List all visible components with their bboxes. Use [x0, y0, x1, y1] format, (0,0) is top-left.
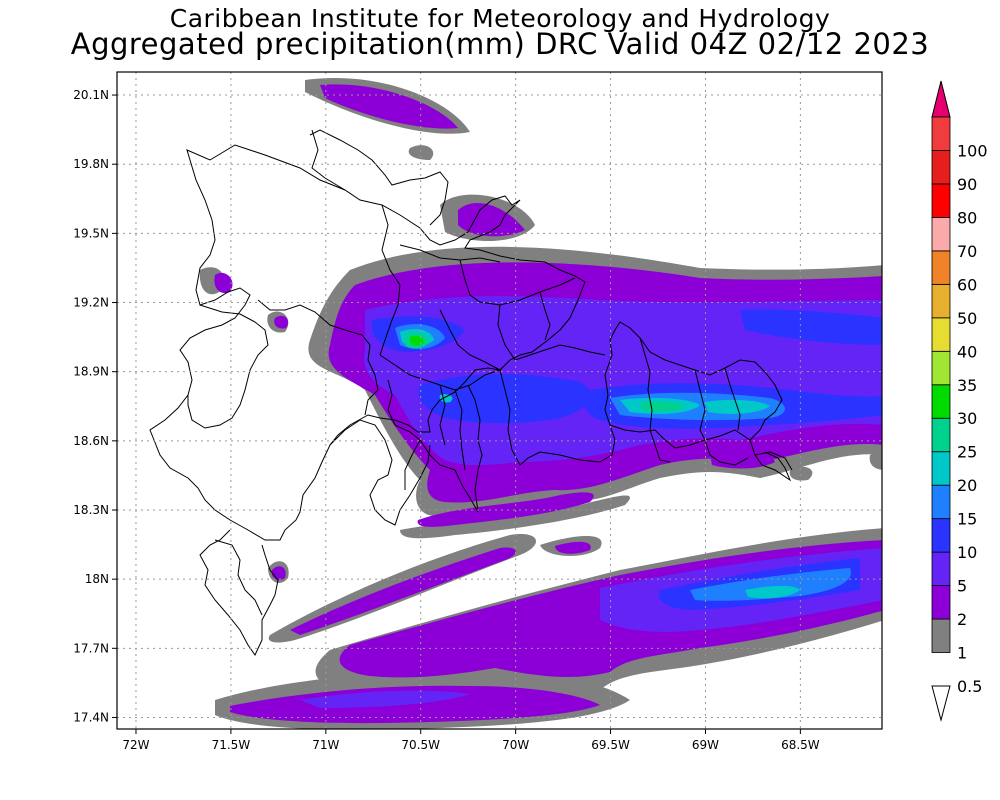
lon-tick-label: 71.5W — [212, 738, 251, 752]
lat-tick-label: 19.8N — [73, 157, 109, 171]
lon-tick-label: 71W — [312, 738, 339, 752]
lon-tick-label: 70W — [502, 738, 529, 752]
map-gridlines — [117, 72, 882, 729]
chart-title-line1: Caribbean Institute for Meteorology and … — [169, 4, 831, 33]
lat-tick-label: 20.1N — [73, 88, 109, 102]
colorbar-swatch — [931, 417, 951, 453]
colorbar-bottom-arrow — [931, 685, 951, 722]
colorbar-label: 60 — [957, 275, 977, 294]
colorbar-label: 25 — [957, 443, 977, 462]
colorbar-label: 80 — [957, 208, 977, 227]
lon-tick-label: 69W — [692, 738, 719, 752]
colorbar-swatch — [931, 250, 951, 285]
haiti-boundary — [149, 144, 586, 541]
colorbar-swatch — [931, 150, 951, 185]
colorbar-swatch — [931, 551, 951, 586]
colorbar-swatch — [931, 350, 951, 386]
colorbar-swatch — [931, 518, 951, 553]
colorbar-swatch — [931, 183, 951, 218]
colorbar-label: 50 — [957, 309, 977, 328]
lat-tick-label: 19.2N — [73, 296, 109, 310]
colorbar-label: 90 — [957, 175, 977, 194]
colorbar-label: 20 — [957, 476, 977, 495]
lat-tick-label: 17.4N — [73, 710, 109, 724]
colorbar-label: 10 — [957, 543, 977, 562]
latitude-axis: 17.4N 17.7N 18N 18.3N 18.6N 18.9N 19.2N 19.5N 19… — [73, 88, 117, 724]
colorbar-label: 40 — [957, 342, 977, 361]
lat-tick-label: 18N — [85, 572, 109, 586]
colorbar-swatch — [931, 283, 951, 319]
colorbar-label: 0.5 — [957, 677, 982, 696]
lat-tick-label: 18.3N — [73, 503, 109, 517]
colorbar-label: 1 — [957, 644, 967, 663]
lon-tick-label: 69.5W — [591, 738, 630, 752]
lat-tick-label: 17.7N — [73, 641, 109, 655]
colorbar-label: 30 — [957, 409, 977, 428]
colorbar-top-arrow — [931, 80, 951, 118]
lon-tick-label: 70.5W — [401, 738, 440, 752]
colorbar-label: 70 — [957, 242, 977, 261]
map-frame — [116, 71, 883, 730]
colorbar-label: 5 — [957, 577, 967, 596]
longitude-axis: 72W 71.5W 71W 70.5W 70W 69.5W 69W 68.5W — [122, 729, 820, 752]
lat-tick-label: 18.6N — [73, 434, 109, 448]
colorbar-swatch — [931, 116, 951, 151]
lat-tick-label: 19.5N — [73, 226, 109, 240]
colorbar-label: 15 — [957, 510, 977, 529]
colorbar-swatch — [931, 317, 951, 352]
province-boundaries — [149, 129, 793, 656]
colorbar-swatch — [931, 618, 951, 653]
precipitation-field — [199, 78, 882, 729]
colorbar-swatch — [931, 384, 951, 419]
lon-tick-label: 72W — [122, 738, 149, 752]
lon-tick-label: 68.5W — [781, 738, 820, 752]
colorbar-swatch — [931, 451, 951, 486]
colorbar-swatch — [931, 484, 951, 520]
colorbar-label: 2 — [957, 610, 967, 629]
colorbar-swatch — [931, 585, 951, 620]
colorbar-label: 35 — [957, 376, 977, 395]
colorbar-label: 100 — [957, 141, 988, 160]
chart-title-line2: Aggregated precipitation(mm) DRC Valid 0… — [70, 27, 930, 61]
colorbar-swatch — [931, 217, 951, 252]
lat-tick-label: 18.9N — [73, 365, 109, 379]
